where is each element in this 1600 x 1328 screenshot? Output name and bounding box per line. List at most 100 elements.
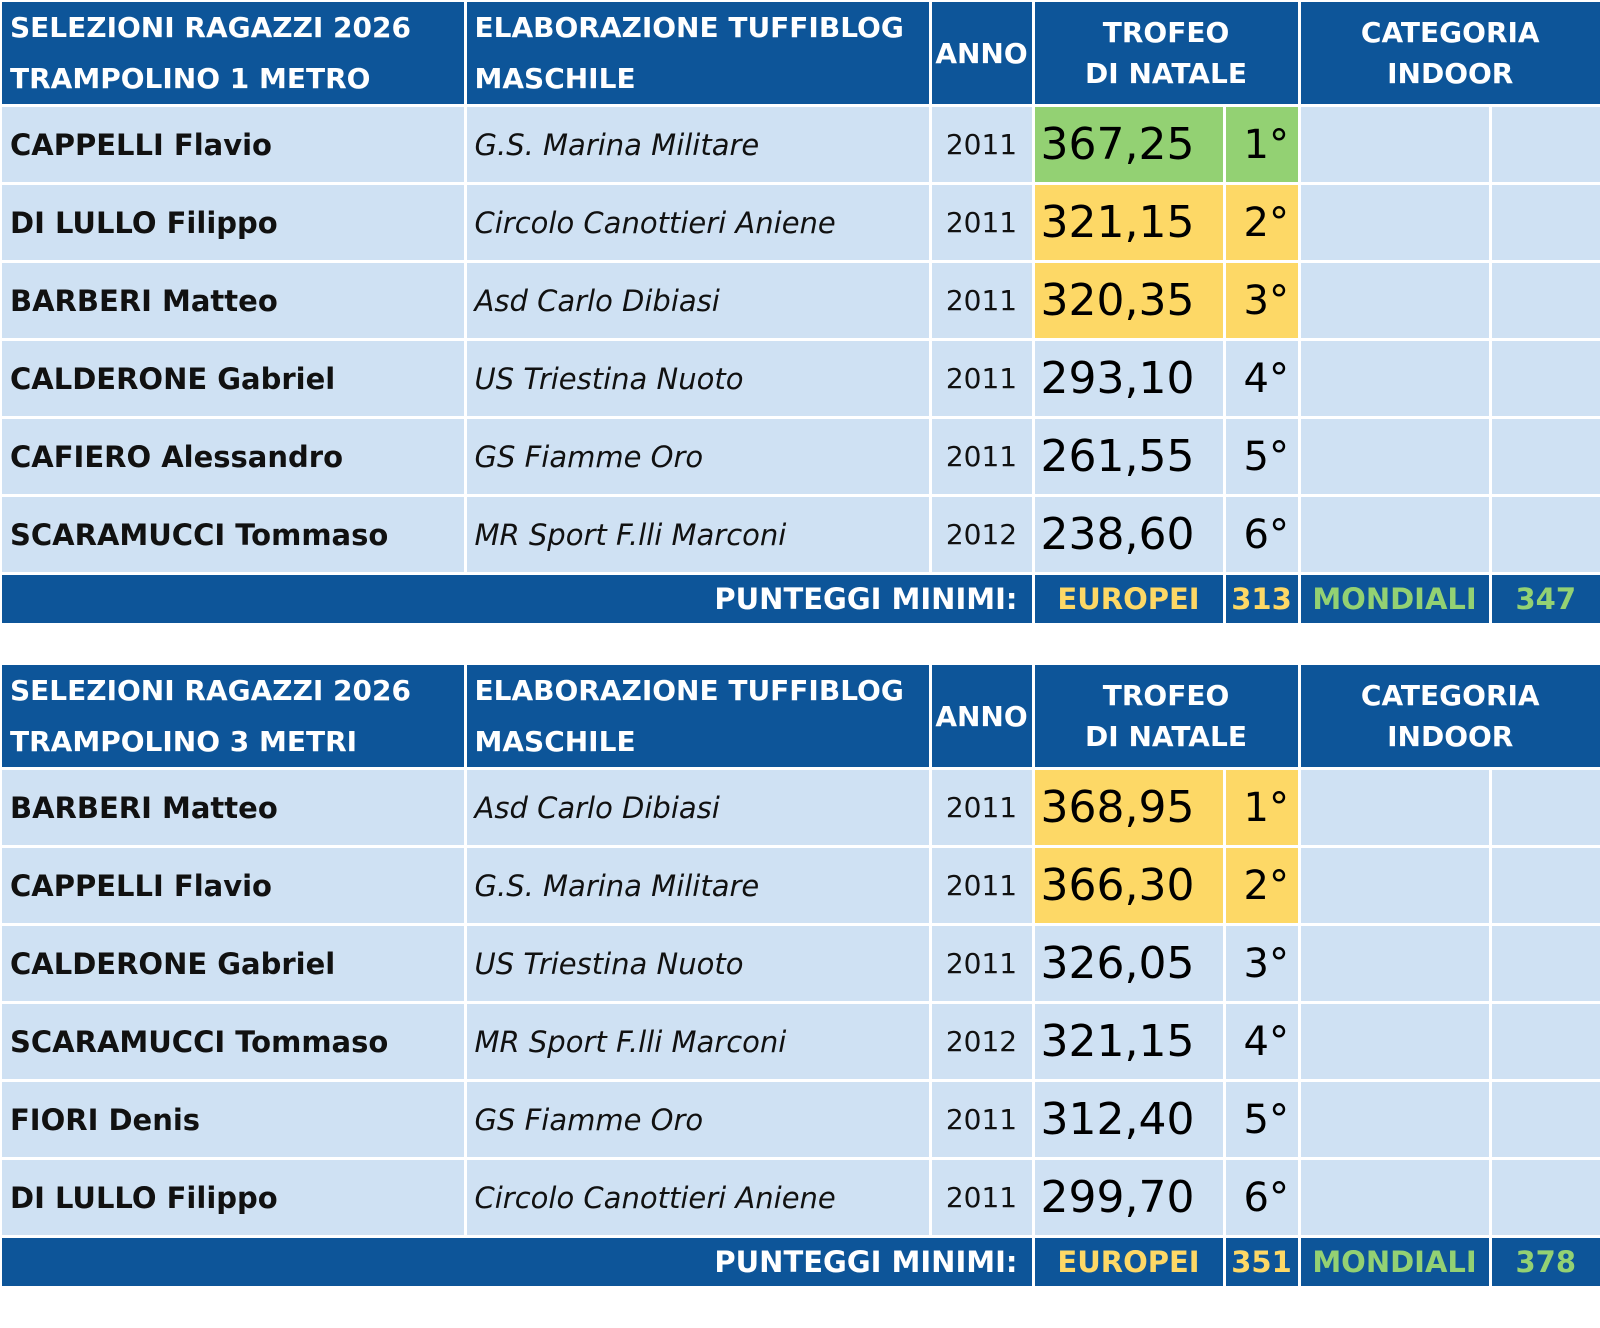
score: 368,95 — [1033, 768, 1226, 848]
birth-year: 2011 — [930, 261, 1035, 341]
europe-minimum: 313 — [1224, 573, 1301, 623]
minimum-scores-row: PUNTEGGI MINIMI: EUROPEI 313 MONDIALI 34… — [2, 573, 1600, 623]
indoor-placement — [1490, 1002, 1600, 1082]
table-row: SCARAMUCCI Tommaso MR Sport F.lli Marcon… — [2, 1002, 1600, 1082]
indoor-line-1: CATEGORIA — [1360, 679, 1540, 712]
athlete-club: Circolo Canottieri Aniene — [465, 1158, 932, 1238]
year-header: ANNO — [930, 2, 1035, 107]
athlete-club: MR Sport F.lli Marconi — [465, 1002, 932, 1082]
score: 320,35 — [1033, 261, 1226, 341]
score: 293,10 — [1033, 339, 1226, 419]
table-row: DI LULLO Filippo Circolo Canottieri Anie… — [2, 1158, 1600, 1238]
credit-line-1: ELABORAZIONE TUFFIBLOG — [474, 11, 904, 44]
score: 326,05 — [1033, 924, 1226, 1004]
birth-year: 2012 — [930, 1002, 1035, 1082]
score: 367,25 — [1033, 105, 1226, 185]
athlete-name: CAPPELLI Flavio — [2, 846, 467, 926]
title-line-1: SELEZIONI RAGAZZI 2026 — [10, 11, 411, 44]
trophy-header: TROFEO DI NATALE — [1033, 2, 1301, 107]
athlete-name: CAFIERO Alessandro — [2, 417, 467, 497]
athlete-name: BARBERI Matteo — [2, 768, 467, 848]
indoor-score — [1299, 1080, 1492, 1160]
athlete-club: G.S. Marina Militare — [465, 105, 932, 185]
table-row: DI LULLO Filippo Circolo Canottieri Anie… — [2, 183, 1600, 263]
placement: 6° — [1224, 1158, 1301, 1238]
indoor-placement — [1490, 183, 1600, 263]
athlete-name: FIORI Denis — [2, 1080, 467, 1160]
indoor-score — [1299, 261, 1492, 341]
indoor-placement — [1490, 768, 1600, 848]
indoor-score — [1299, 105, 1492, 185]
table-row: SCARAMUCCI Tommaso MR Sport F.lli Marcon… — [2, 495, 1600, 575]
placement: 4° — [1224, 1002, 1301, 1082]
europe-label: EUROPEI — [1033, 1236, 1226, 1286]
credit-line-2: MASCHILE — [474, 725, 636, 758]
trophy-line-1: TROFEO — [1102, 679, 1230, 712]
birth-year: 2011 — [930, 768, 1035, 848]
indoor-placement — [1490, 846, 1600, 926]
indoor-header: CATEGORIA INDOOR — [1299, 2, 1600, 107]
europe-label: EUROPEI — [1033, 573, 1226, 623]
title-line-2: TRAMPOLINO 1 METRO — [10, 62, 371, 95]
athlete-name: BARBERI Matteo — [2, 261, 467, 341]
table-title: SELEZIONI RAGAZZI 2026 TRAMPOLINO 1 METR… — [2, 2, 467, 107]
athlete-club: MR Sport F.lli Marconi — [465, 495, 932, 575]
table-row: CALDERONE Gabriel US Triestina Nuoto 201… — [2, 924, 1600, 1004]
indoor-score — [1299, 768, 1492, 848]
indoor-score — [1299, 183, 1492, 263]
table-title: SELEZIONI RAGAZZI 2026 TRAMPOLINO 3 METR… — [2, 665, 467, 770]
placement: 1° — [1224, 768, 1301, 848]
credit-line-2: MASCHILE — [474, 62, 636, 95]
placement: 2° — [1224, 183, 1301, 263]
world-label: MONDIALI — [1299, 1236, 1492, 1286]
indoor-placement — [1490, 339, 1600, 419]
score: 366,30 — [1033, 846, 1226, 926]
athlete-name: CAPPELLI Flavio — [2, 105, 467, 185]
placement: 6° — [1224, 495, 1301, 575]
table-row: BARBERI Matteo Asd Carlo Dibiasi 2011 36… — [2, 768, 1600, 848]
athlete-club: Asd Carlo Dibiasi — [465, 768, 932, 848]
indoor-score — [1299, 1002, 1492, 1082]
birth-year: 2011 — [930, 183, 1035, 263]
title-line-2: TRAMPOLINO 3 METRI — [10, 725, 358, 758]
athlete-name: DI LULLO Filippo — [2, 183, 467, 263]
birth-year: 2011 — [930, 339, 1035, 419]
athlete-name: CALDERONE Gabriel — [2, 339, 467, 419]
birth-year: 2011 — [930, 846, 1035, 926]
trophy-line-1: TROFEO — [1102, 16, 1230, 49]
title-line-1: SELEZIONI RAGAZZI 2026 — [10, 674, 411, 707]
minimum-scores-row: PUNTEGGI MINIMI: EUROPEI 351 MONDIALI 37… — [2, 1236, 1600, 1286]
minimum-scores-label: PUNTEGGI MINIMI: — [2, 573, 1035, 623]
birth-year: 2011 — [930, 105, 1035, 185]
table-row: CAPPELLI Flavio G.S. Marina Militare 201… — [2, 846, 1600, 926]
indoor-score — [1299, 417, 1492, 497]
table-row: CALDERONE Gabriel US Triestina Nuoto 201… — [2, 339, 1600, 419]
placement: 3° — [1224, 924, 1301, 1004]
indoor-placement — [1490, 261, 1600, 341]
indoor-placement — [1490, 105, 1600, 185]
table-springboard-1m: SELEZIONI RAGAZZI 2026 TRAMPOLINO 1 METR… — [2, 2, 1600, 623]
indoor-score — [1299, 924, 1492, 1004]
athlete-club: GS Fiamme Oro — [465, 1080, 932, 1160]
indoor-line-1: CATEGORIA — [1360, 16, 1540, 49]
athlete-club: US Triestina Nuoto — [465, 339, 932, 419]
indoor-score — [1299, 495, 1492, 575]
world-minimum: 378 — [1490, 1236, 1600, 1286]
birth-year: 2011 — [930, 1080, 1035, 1160]
athlete-club: US Triestina Nuoto — [465, 924, 932, 1004]
table-row: CAPPELLI Flavio G.S. Marina Militare 201… — [2, 105, 1600, 185]
table-springboard-3m: SELEZIONI RAGAZZI 2026 TRAMPOLINO 3 METR… — [2, 665, 1600, 1286]
score: 238,60 — [1033, 495, 1226, 575]
trophy-header: TROFEO DI NATALE — [1033, 665, 1301, 770]
score: 261,55 — [1033, 417, 1226, 497]
indoor-placement — [1490, 1158, 1600, 1238]
score: 299,70 — [1033, 1158, 1226, 1238]
table-row: CAFIERO Alessandro GS Fiamme Oro 2011 26… — [2, 417, 1600, 497]
athlete-club: Asd Carlo Dibiasi — [465, 261, 932, 341]
indoor-header: CATEGORIA INDOOR — [1299, 665, 1600, 770]
athlete-name: CALDERONE Gabriel — [2, 924, 467, 1004]
indoor-line-2: INDOOR — [1387, 720, 1514, 753]
europe-minimum: 351 — [1224, 1236, 1301, 1286]
year-header: ANNO — [930, 665, 1035, 770]
indoor-placement — [1490, 924, 1600, 1004]
